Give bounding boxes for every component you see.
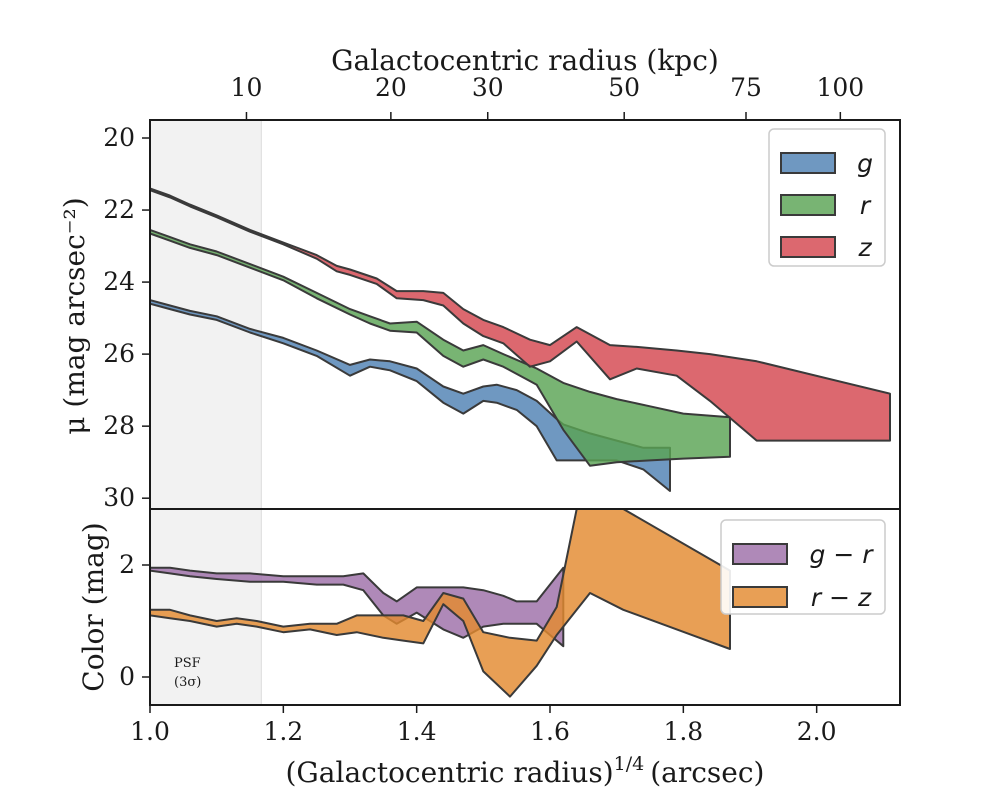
top-tick-label: 50 [608,73,640,102]
x-tick-label: 1.6 [530,717,570,746]
mu-tick-label: 28 [103,411,135,440]
color-bands [150,509,731,698]
x-tick-label: 2.0 [797,717,837,746]
mu-tick-label: 22 [103,195,135,224]
x-axis-ticks: 1.0 1.2 1.4 1.6 1.8 2.0 [130,705,837,746]
x-axis-title-unit: (arcsec) [650,756,764,789]
top-axis-ticks: 10 20 30 50 75 100 [231,73,864,120]
legend-label: g [857,149,873,178]
top-axis-title: Galactocentric radius (kpc) [331,44,719,77]
mu-tick-label: 20 [103,123,135,152]
color-tick-label: 2 [119,550,135,579]
top-tick-label: 75 [730,73,762,102]
surface-brightness-bands [150,187,891,492]
color-axis-title: Color (mag) [77,522,110,691]
band-gr [150,566,565,648]
legend-swatch [732,543,788,565]
psf-sigma-label: (3σ) [174,675,201,690]
x-tick-label: 1.0 [130,717,170,746]
top-tick-label: 10 [231,73,263,102]
mu-axis-ticks: 20 22 24 26 28 30 [103,123,150,512]
x-tick-label: 1.8 [663,717,703,746]
legend-label: z [857,233,872,262]
color-axis-ticks: 02 [119,550,150,691]
bottom-panel-frame [149,508,901,706]
x-axis-title-main: (Galactocentric radius) [286,756,614,789]
legend-colors: g − r r − z [720,519,886,615]
x-tick-label: 1.2 [263,717,303,746]
top-tick-label: 30 [472,73,504,102]
legend-swatch [732,586,788,608]
legend-swatch [780,194,836,216]
x-tick-label: 1.4 [397,717,437,746]
mu-axis-title: μ (mag arcsec⁻²) [58,197,91,434]
x-axis-title-exponent: 1/4 [614,753,645,775]
mu-tick-label: 26 [103,339,135,368]
legend-label: r [860,191,872,220]
legend-label: r − z [811,583,872,612]
x-axis-title: (Galactocentric radius)1/4 (arcsec) [286,753,765,789]
legend-swatch [780,152,836,174]
band-g [150,299,671,492]
color-tick-label: 0 [119,662,135,691]
band-z [150,187,891,442]
mu-tick-label: 24 [103,267,135,296]
top-tick-label: 100 [816,73,864,102]
legend-label: g − r [810,540,875,569]
top-tick-label: 20 [375,73,407,102]
band-rz [150,509,731,698]
legend-swatch [780,236,836,258]
band-r [150,228,731,467]
mu-tick-label: 30 [103,483,135,512]
legend-bands: grz [768,128,886,267]
psf-shade-bottom [150,509,262,705]
psf-label: PSF [174,656,201,671]
